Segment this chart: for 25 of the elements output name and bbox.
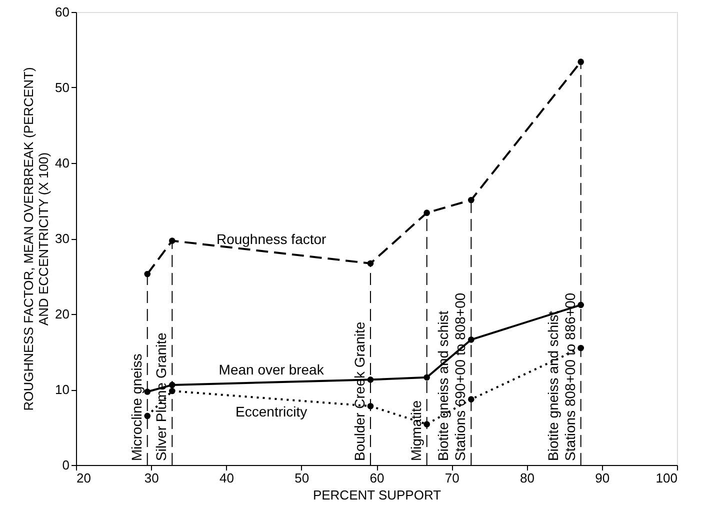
y-tick-label: 0 <box>62 458 70 472</box>
y-tick-label: 20 <box>55 306 70 322</box>
x-tick-label: 80 <box>520 470 534 486</box>
x-axis-title: PERCENT SUPPORT <box>312 488 442 502</box>
x-tick-label: 30 <box>144 470 159 486</box>
x-tick-label: 70 <box>444 470 460 486</box>
x-tick-label: 100 <box>656 470 678 486</box>
ref-line-label: Migmatite <box>408 400 424 461</box>
x-tick-label: 60 <box>370 470 384 486</box>
y-tick-label: 40 <box>55 156 70 170</box>
x-tick-label: 90 <box>595 470 610 486</box>
x-tick-label: 20 <box>76 470 91 486</box>
x-tick-label: 40 <box>220 470 234 486</box>
y-tick-label: 10 <box>55 382 70 397</box>
y-tick-label: 60 <box>55 4 70 20</box>
y-tick-label: 50 <box>55 80 70 95</box>
ref-line-label: Microcline gneiss <box>128 354 144 461</box>
x-tick-label: 50 <box>294 470 310 486</box>
y-axis-title: ROUGHNESS FACTOR, MEAN OVERBREAK (PERCENT) AND ECCENTRICITY (X 100) <box>21 67 52 411</box>
series-label: Mean over break <box>218 361 325 378</box>
series-label: Roughness factor <box>216 231 327 248</box>
y-tick-label: 30 <box>55 231 70 246</box>
series-label: Eccentricity <box>236 404 308 420</box>
ref-line-label: Boulder Creek Granite <box>351 321 368 461</box>
ref-line-label: Silver Plume Granite <box>153 332 170 461</box>
